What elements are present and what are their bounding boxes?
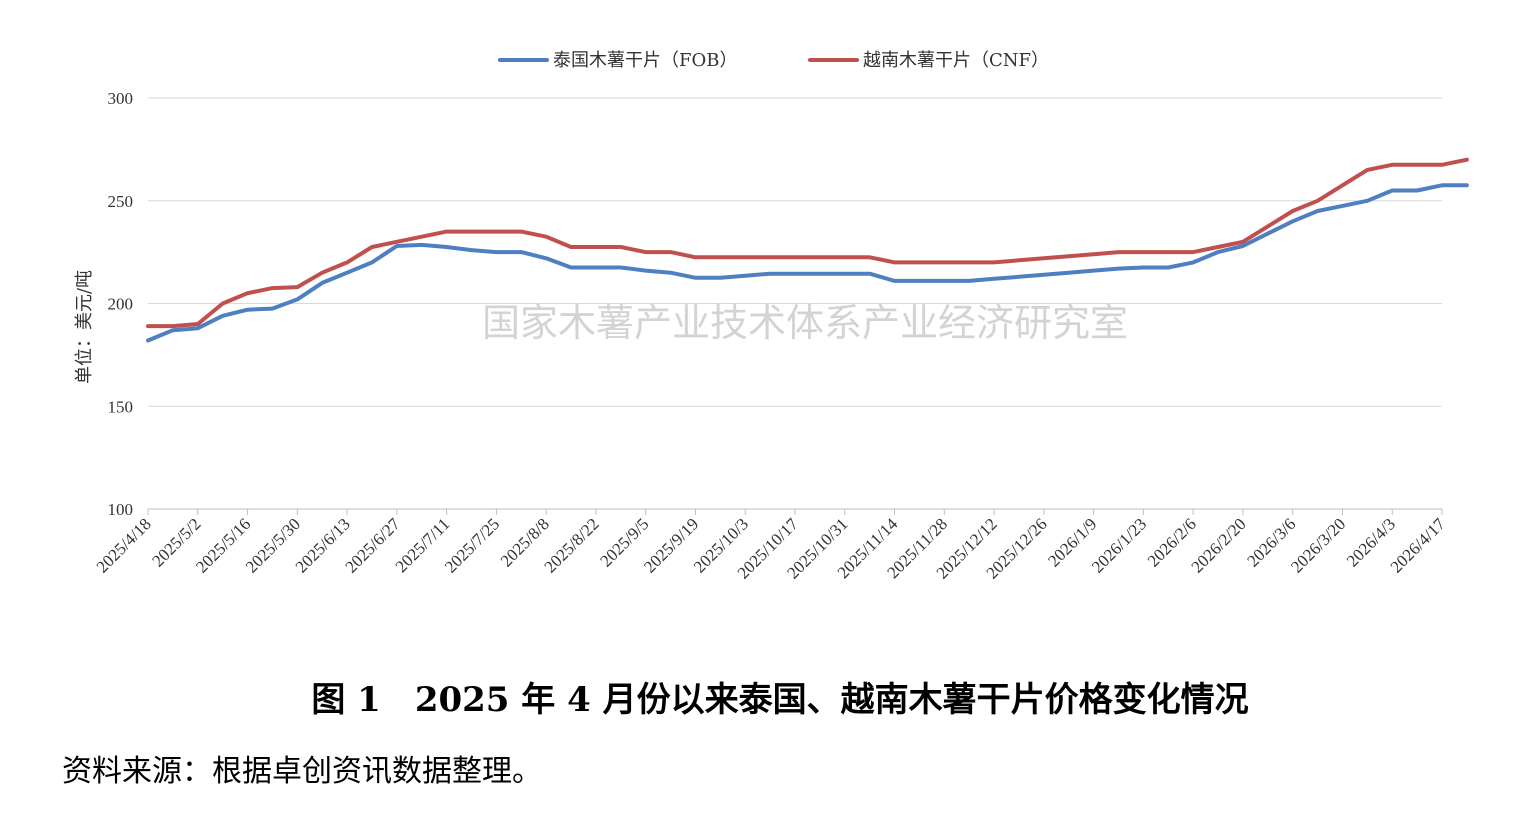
y-axis-label: 单位：美元/吨 — [74, 270, 95, 384]
series-line-0 — [146, 183, 1469, 343]
watermark-text: 国家木薯产业技术体系产业经济研究室 — [482, 301, 1128, 345]
y-tick-label: 250 — [108, 192, 134, 211]
x-tick-label: 2025/4/18 — [93, 514, 155, 576]
legend-label-0: 泰国木薯干片（FOB） — [553, 50, 737, 71]
y-tick-label: 200 — [108, 295, 134, 314]
x-axis: 2025/4/182025/5/22025/5/162025/5/302025/… — [93, 508, 1450, 583]
y-tick-label: 150 — [108, 397, 134, 416]
series-line-1 — [146, 157, 1469, 329]
series-lines — [146, 157, 1469, 343]
x-tick-label: 2026/4/17 — [1387, 514, 1450, 577]
x-tick-label: 2026/2/20 — [1188, 514, 1250, 576]
x-tick-label: 2026/1/23 — [1088, 514, 1150, 576]
y-tick-label: 300 — [108, 89, 134, 108]
grid-lines — [148, 97, 1442, 407]
x-tick-label: 2025/8/22 — [541, 514, 603, 576]
x-tick-label: 2025/7/25 — [441, 514, 503, 576]
y-tick-label: 100 — [108, 500, 134, 519]
legend-label-1: 越南木薯干片（CNF） — [863, 50, 1049, 71]
y-axis-ticks: 100 150 200 250 300 — [108, 89, 134, 519]
price-line-chart: 2025/4/182025/5/22025/5/162025/5/302025/… — [74, 50, 1469, 583]
x-tick-label: 2025/6/27 — [341, 514, 404, 577]
source-note: 资料来源：根据卓创资讯数据整理。 — [62, 754, 542, 789]
figure-caption: 图 1 2025 年 4 月份以来泰国、越南木薯干片价格变化情况 — [311, 680, 1249, 720]
x-tick-label: 2026/3/20 — [1287, 514, 1349, 576]
legend: 泰国木薯干片（FOB） 越南木薯干片（CNF） — [498, 50, 1049, 71]
